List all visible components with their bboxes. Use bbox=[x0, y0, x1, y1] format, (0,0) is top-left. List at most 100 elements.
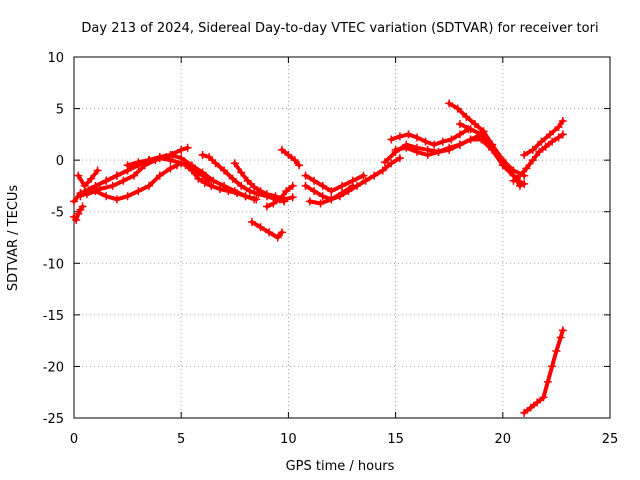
data-point bbox=[404, 130, 413, 139]
data-point bbox=[209, 176, 218, 185]
plot-frame bbox=[73, 56, 611, 419]
data-point bbox=[72, 215, 81, 224]
data-point bbox=[528, 156, 537, 165]
series-arc-23 bbox=[520, 116, 567, 159]
data-point bbox=[93, 166, 102, 175]
series-trace bbox=[280, 147, 302, 168]
data-point bbox=[391, 145, 400, 154]
y-tick-label: 0 bbox=[56, 154, 64, 169]
data-point bbox=[230, 159, 239, 168]
x-tick-label: 20 bbox=[495, 432, 512, 447]
data-point bbox=[488, 140, 497, 149]
data-point bbox=[455, 140, 464, 149]
axis-ticks: 0 5 10 15 20 25 -25 -20 -15 -10 -5 0 5 10 bbox=[43, 51, 619, 447]
data-point bbox=[318, 192, 327, 201]
series-arc-11 bbox=[247, 218, 286, 242]
x-axis-label: GPS time / hours bbox=[286, 459, 395, 474]
data-point bbox=[290, 156, 299, 165]
data-point bbox=[455, 120, 464, 129]
data-point bbox=[387, 135, 396, 144]
series-arc-16 bbox=[305, 181, 357, 208]
data-point bbox=[237, 181, 246, 190]
data-point bbox=[211, 159, 220, 168]
data-point bbox=[145, 181, 154, 190]
data-point bbox=[247, 218, 256, 227]
data-point bbox=[348, 181, 357, 190]
data-point bbox=[421, 137, 430, 146]
series-arc-5 bbox=[74, 166, 102, 190]
data-point bbox=[87, 174, 96, 183]
data-point bbox=[554, 123, 563, 132]
y-tick-label: -20 bbox=[43, 360, 64, 375]
series-arc-13 bbox=[277, 145, 304, 170]
data-point bbox=[277, 145, 286, 154]
data-point bbox=[430, 140, 439, 149]
data-point bbox=[445, 99, 454, 108]
data-point bbox=[541, 142, 550, 151]
data-point bbox=[273, 233, 282, 242]
data-point bbox=[438, 137, 447, 146]
series-arc-18 bbox=[387, 125, 473, 149]
data-point bbox=[198, 168, 207, 177]
data-point bbox=[228, 174, 237, 183]
data-point bbox=[145, 156, 154, 165]
data-point bbox=[166, 150, 175, 159]
data-point bbox=[256, 187, 265, 196]
data-point bbox=[327, 195, 336, 204]
data-point bbox=[269, 199, 278, 208]
data-point bbox=[327, 187, 336, 196]
data-point bbox=[539, 393, 548, 402]
data-point bbox=[548, 137, 557, 146]
series-arc-15 bbox=[301, 171, 368, 196]
data-point bbox=[548, 362, 557, 371]
data-point bbox=[395, 154, 404, 163]
data-point bbox=[558, 326, 567, 335]
data-point bbox=[74, 171, 83, 180]
data-point bbox=[558, 116, 567, 125]
data-point bbox=[95, 185, 104, 194]
data-point bbox=[545, 130, 554, 139]
data-point bbox=[361, 176, 370, 185]
series-arc-7 bbox=[123, 143, 192, 170]
data-point bbox=[224, 187, 233, 196]
data-point bbox=[262, 190, 271, 199]
data-point bbox=[200, 178, 209, 187]
data-point bbox=[395, 132, 404, 141]
series-arc-21 bbox=[455, 120, 529, 180]
chart-title: Day 213 of 2024, Sidereal Day-to-day VTE… bbox=[81, 21, 598, 36]
data-point bbox=[535, 147, 544, 156]
y-tick-label: 5 bbox=[56, 103, 64, 118]
data-point bbox=[198, 150, 207, 159]
y-axis-label: SDTVAR / TECUs bbox=[6, 185, 21, 292]
data-point bbox=[413, 133, 422, 142]
x-tick-label: 10 bbox=[280, 432, 297, 447]
data-point bbox=[220, 166, 229, 175]
data-point bbox=[387, 159, 396, 168]
data-point bbox=[558, 130, 567, 139]
data-point bbox=[310, 176, 319, 185]
data-point bbox=[119, 176, 128, 185]
data-point bbox=[378, 166, 387, 175]
data-point bbox=[166, 164, 175, 173]
data-point bbox=[130, 171, 139, 180]
data-point bbox=[155, 171, 164, 180]
data-point bbox=[522, 164, 531, 173]
series-arc-24 bbox=[520, 326, 567, 417]
data-point bbox=[187, 166, 196, 175]
data-point bbox=[509, 176, 518, 185]
data-point bbox=[102, 192, 111, 201]
data-point bbox=[250, 195, 259, 204]
data-point bbox=[205, 153, 214, 162]
data-point bbox=[275, 195, 284, 204]
data-point bbox=[455, 130, 464, 139]
data-point bbox=[112, 195, 121, 204]
x-tick-label: 5 bbox=[177, 432, 185, 447]
data-point bbox=[112, 171, 121, 180]
data-point bbox=[181, 161, 190, 170]
data-point bbox=[177, 145, 186, 154]
data-point bbox=[318, 181, 327, 190]
data-point bbox=[554, 133, 563, 142]
data-point bbox=[282, 187, 291, 196]
data-point bbox=[241, 192, 250, 201]
